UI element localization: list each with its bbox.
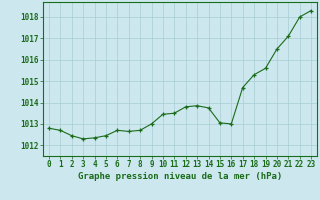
X-axis label: Graphe pression niveau de la mer (hPa): Graphe pression niveau de la mer (hPa) <box>78 172 282 181</box>
